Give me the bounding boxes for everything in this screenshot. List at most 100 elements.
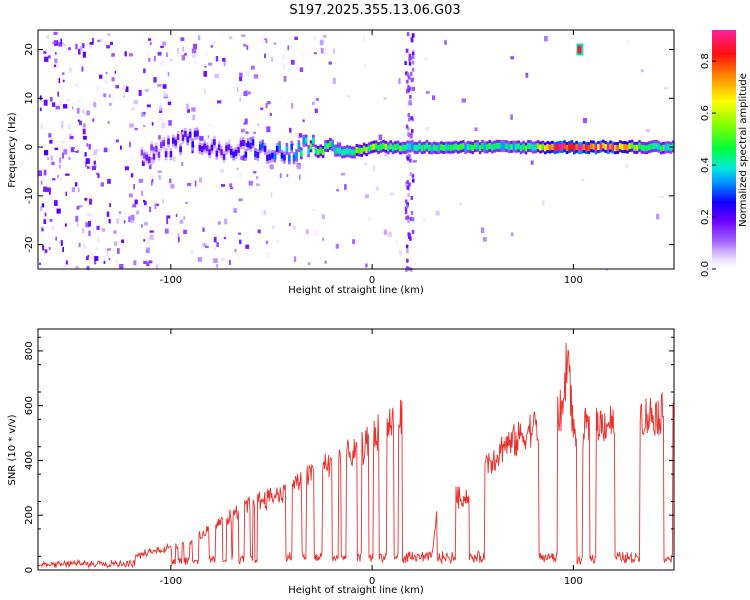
heatmap-track-cell — [423, 144, 426, 151]
heatmap-noise-cell — [375, 186, 379, 191]
heatmap-noise-cell — [78, 48, 81, 55]
heatmap-track-cell — [597, 144, 600, 151]
heatmap-noise-cell — [124, 209, 126, 215]
heatmap-noise-cell — [136, 210, 139, 215]
heatmap-noise-cell — [106, 211, 110, 217]
heatmap-track-cell — [283, 154, 286, 161]
heatmap-track-cell — [667, 144, 670, 151]
heatmap-noise-cell — [277, 239, 279, 243]
heatmap-noise-cell — [177, 233, 180, 239]
heatmap-noise-cell — [47, 55, 51, 59]
heatmap-streak-cell — [410, 195, 413, 200]
heatmap-noise-cell — [60, 120, 64, 124]
heatmap-noise-cell — [56, 64, 59, 68]
heatmap-noise-cell — [123, 95, 126, 98]
heatmap-noise-cell — [560, 53, 563, 59]
heatmap-track-cell — [553, 145, 557, 152]
heatmap-track-cell — [225, 145, 228, 152]
heatmap-noise-cell — [425, 91, 430, 94]
heatmap-noise-cell — [314, 108, 318, 114]
heatmap-noise-cell — [109, 41, 113, 46]
heatmap-streak-cell — [405, 216, 408, 221]
heatmap-noise-cell — [50, 155, 53, 161]
heatmap-track-cell — [345, 148, 349, 155]
heatmap-noise-cell — [119, 265, 124, 270]
heatmap-streak-cell — [406, 185, 410, 190]
heatmap-noise-cell — [146, 262, 150, 267]
heatmap-noise-cell — [264, 53, 266, 59]
heatmap-noise-cell — [128, 53, 133, 57]
heatmap-track-cell — [573, 145, 576, 152]
heatmap-noise-cell — [302, 52, 306, 58]
heatmap-noise-cell — [260, 210, 264, 216]
heatmap-noise-cell — [205, 53, 208, 56]
heatmap-noise-cell — [315, 98, 319, 101]
heatmap-noise-cell — [75, 83, 78, 87]
heatmap-track-cell — [428, 144, 431, 151]
heatmap-noise-cell — [116, 218, 120, 224]
heatmap-noise-cell — [220, 122, 226, 127]
heatmap-track-cell — [601, 142, 605, 149]
heatmap-track-cell — [155, 145, 158, 152]
heatmap-noise-cell — [337, 142, 342, 146]
heatmap-noise-cell — [206, 123, 212, 127]
heatmap-noise-cell — [181, 54, 186, 61]
heatmap-noise-cell — [239, 76, 243, 82]
heatmap-track-cell — [268, 154, 272, 161]
heatmap-noise-cell — [149, 164, 152, 170]
heatmap-noise-cell — [338, 94, 340, 97]
heatmap-noise-cell — [44, 49, 46, 52]
heatmap-noise-cell — [153, 56, 156, 62]
heatmap-track-cell — [548, 144, 552, 151]
heatmap-streak-cell — [408, 53, 412, 58]
heatmap-track-cell — [309, 143, 313, 150]
heatmap-noise-cell — [194, 180, 197, 187]
heatmap-streak-cell — [411, 129, 414, 133]
heatmap-noise-cell — [432, 95, 436, 100]
heatmap-noise-cell — [55, 52, 57, 55]
heatmap-noise-cell — [65, 234, 69, 237]
heatmap-noise-cell — [83, 123, 86, 128]
heatmap-noise-cell — [65, 173, 70, 176]
heatmap-noise-cell — [222, 58, 226, 62]
heatmap-noise-cell — [103, 93, 107, 98]
heatmap-track-cell — [652, 143, 656, 150]
heatmap-track-cell — [519, 145, 523, 152]
heatmap-noise-cell — [63, 261, 66, 268]
heatmap-noise-cell — [659, 195, 664, 199]
heatmap-noise-cell — [233, 208, 237, 213]
heatmap-noise-cell — [271, 225, 275, 229]
heatmap-noise-cell — [245, 131, 249, 134]
heatmap-noise-cell — [149, 159, 154, 165]
heatmap-track-cell — [167, 138, 170, 145]
heatmap-noise-cell — [480, 227, 485, 233]
heatmap-noise-cell — [75, 149, 79, 153]
heatmap-track-cell — [302, 137, 306, 144]
colorbar-tick-label: 0.2 — [700, 209, 711, 225]
heatmap-noise-cell — [54, 58, 58, 64]
heatmap-noise-cell — [270, 192, 273, 198]
heatmap-noise-cell — [92, 38, 94, 43]
heatmap-noise-cell — [182, 46, 184, 52]
heatmap-track-cell — [273, 153, 277, 160]
heatmap-noise-cell — [54, 147, 59, 151]
heatmap-noise-cell — [130, 173, 134, 178]
heatmap-track-cell — [379, 143, 383, 150]
snr-panel: -100 0 100 0 200 400 600 800 Height of straight… — [7, 328, 675, 596]
heatmap-noise-cell — [179, 219, 184, 224]
heatmap-noise-cell — [299, 174, 301, 180]
heatmap-track-cell — [304, 137, 308, 144]
heatmap-noise-cell — [322, 237, 324, 241]
heatmap-track-cell — [589, 143, 593, 150]
heatmap-noise-cell — [96, 86, 99, 92]
heatmap-noise-cell — [260, 107, 264, 111]
snr-ylabel: SNR (10 * v/v) — [7, 414, 18, 485]
heatmap-noise-cell — [57, 174, 60, 179]
heatmap-noise-cell — [60, 240, 63, 246]
heatmap-noise-cell — [89, 42, 94, 45]
heatmap-streak-cell — [411, 217, 415, 222]
heatmap-noise-cell — [43, 50, 47, 54]
heatmap-track-cell — [633, 144, 636, 151]
heatmap-track-cell — [669, 144, 673, 151]
